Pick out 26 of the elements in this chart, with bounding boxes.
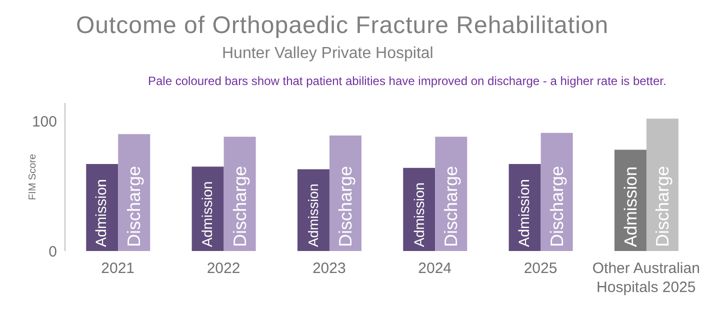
text: Discharge [230, 166, 250, 247]
y-tick-label: 100 [32, 114, 57, 130]
text: Admission [306, 184, 321, 247]
text: Pale coloured bars show that patient abilities have improved on discharge - a higher rate is better. [148, 74, 666, 88]
x-tick-label: 2022 [206, 260, 240, 277]
x-tick-label: 2023 [312, 260, 346, 277]
series-label: Discharge [124, 166, 144, 247]
x-tick-label: 2025 [524, 260, 558, 277]
text: Admission [516, 179, 533, 247]
bar [297, 169, 330, 251]
text: Discharge [335, 166, 356, 247]
text: Admission [411, 182, 428, 247]
text: Discharge [652, 166, 672, 247]
x-tick-label: Other Australian Hospitals 2025 [592, 260, 700, 296]
y-axis-title: FIM Score [28, 154, 39, 200]
chart-title: Outcome of Orthopaedic Fracture Rehabilitation [76, 12, 609, 40]
chart-subtitle: Hunter Valley Private Hospital [222, 45, 434, 63]
text: Discharge [546, 166, 567, 247]
x-tick-label: 2024 [418, 260, 452, 277]
text: Admission [200, 181, 216, 247]
text: Discharge [441, 166, 462, 247]
y-tick-label: 0 [48, 243, 57, 260]
text: Admission [620, 166, 640, 247]
x-tick-label: 2021 [101, 260, 135, 277]
bar [192, 166, 224, 251]
series-label: Admission [94, 179, 110, 247]
